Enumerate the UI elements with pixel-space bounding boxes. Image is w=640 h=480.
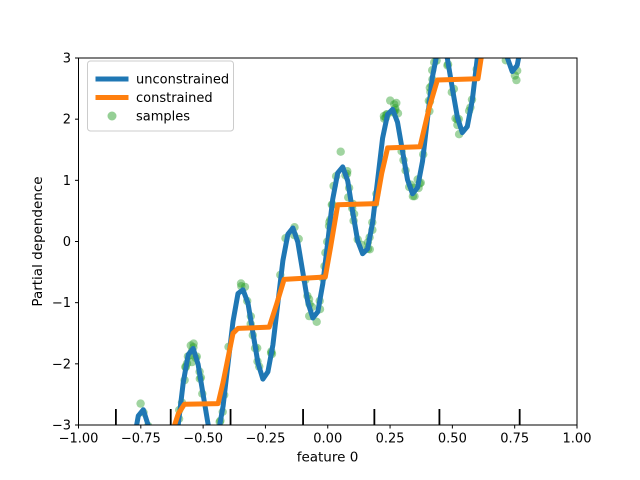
legend-marker-swatch-samples [107, 111, 117, 121]
sample-point [390, 100, 399, 109]
series-group [114, 58, 522, 425]
legend: unconstrained constrained samples [87, 60, 234, 132]
y-tick-label: 2 [63, 113, 71, 128]
sample-point [512, 75, 521, 85]
y-tick-label: 1 [63, 174, 71, 189]
sample-point [187, 357, 197, 367]
legend-item-unconstrained: unconstrained [95, 73, 229, 88]
sample-point [392, 98, 401, 108]
x-tick-label: −1.00 [59, 432, 99, 447]
x-tick-label: −0.75 [121, 432, 161, 447]
x-tick-label: −0.25 [246, 432, 286, 447]
x-tick-label: 0.25 [376, 432, 405, 447]
unconstrained-line [134, 58, 522, 425]
x-axis-label: feature 0 [297, 450, 359, 466]
plot-area: −1.00 −0.75 −0.50 −0.25 0.00 0.25 0.50 0.75 1.00… [52, 52, 592, 447]
y-tick-label: −1 [52, 296, 71, 311]
sample-point [189, 339, 198, 348]
y-tick-label: 3 [63, 52, 71, 67]
sample-point [236, 279, 246, 288]
sample-point [336, 147, 345, 156]
legend-label-constrained: constrained [136, 91, 213, 106]
sample-point [386, 96, 395, 105]
y-tick-label: −2 [52, 357, 71, 372]
legend-label-unconstrained: unconstrained [136, 73, 229, 88]
x-tick-label: 0.50 [438, 432, 467, 447]
x-tick-label: 0.00 [313, 432, 342, 447]
constrained-line [172, 58, 484, 425]
legend-label-samples: samples [136, 110, 190, 125]
legend-item-constrained: constrained [95, 91, 213, 106]
y-axis-label: Partial dependence [30, 176, 46, 306]
x-tick-label: −0.50 [183, 432, 223, 447]
x-tick-label: 0.75 [500, 432, 529, 447]
y-tick-label: −3 [52, 419, 71, 434]
x-tick-label: 1.00 [563, 432, 592, 447]
sample-point [136, 399, 145, 408]
legend-item-samples: samples [107, 110, 190, 125]
y-tick-label: 0 [63, 235, 71, 250]
